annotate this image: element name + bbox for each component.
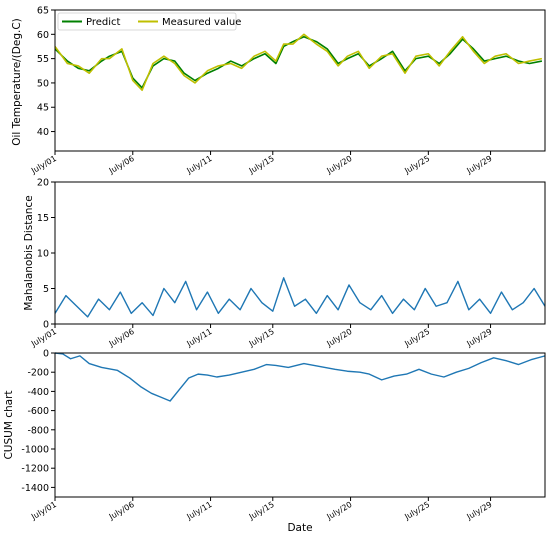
panel-cusum: 0 -200 -400 -600 -800 -1000 -1200 -1400 July/01… <box>3 349 546 534</box>
x-tick-label: July/15 <box>247 327 276 349</box>
x-tick-label: July/29 <box>465 154 494 176</box>
x-tick-label: July/15 <box>247 154 276 176</box>
x-ticks: July/01 July/06 July/11 July/15 July/20 July/… <box>29 151 494 176</box>
x-tick-label: July/20 <box>325 327 354 349</box>
legend: Predict Measured value <box>57 12 241 31</box>
y-tick-label: 45 <box>37 103 49 114</box>
x-tick-label: July/06 <box>107 327 136 349</box>
x-tick-label: July/06 <box>107 500 136 522</box>
series-line-1 <box>54 33 543 92</box>
x-tick-label: July/20 <box>325 154 354 176</box>
y-tick-label: 40 <box>37 127 49 138</box>
x-tick-label: July/06 <box>107 154 136 176</box>
y-tick-label: 0 <box>43 320 49 331</box>
mahalanobis-series <box>54 277 546 318</box>
y-tick-label: 65 <box>37 6 49 17</box>
y-tick-label: -1000 <box>21 445 49 456</box>
cusum-series <box>54 352 546 402</box>
y-tick-label: 60 <box>37 30 49 41</box>
y-ticks: 40 45 50 55 60 65 <box>37 6 55 138</box>
temperature-series <box>54 33 543 92</box>
y-tick-label: 5 <box>43 284 49 295</box>
y-ticks: 0 5 10 15 20 <box>37 178 55 331</box>
x-tick-label: July/11 <box>185 327 214 349</box>
x-tick-label: July/01 <box>29 154 58 176</box>
x-tick-label: July/29 <box>465 327 494 349</box>
y-tick-label: -600 <box>27 406 49 417</box>
panel-temperature: 40 45 50 55 60 65 July/01 July/06 July/11 July/1… <box>11 6 546 176</box>
y-tick-label: -1400 <box>21 483 49 494</box>
series-line-0 <box>54 35 543 89</box>
x-tick-label: July/20 <box>325 500 354 522</box>
y-axis-label: CUSUM chart <box>3 390 15 459</box>
x-tick-label: July/11 <box>185 154 214 176</box>
y-tick-label: 0 <box>43 349 49 360</box>
y-tick-label: 15 <box>37 213 49 224</box>
y-tick-label: 55 <box>37 54 49 65</box>
x-axis-label: Date <box>287 522 312 534</box>
y-axis-label: Oil Temperature/(Deg.C) <box>11 18 23 146</box>
x-ticks: July/01 July/06 July/11 July/15 July/20 July/… <box>29 497 494 522</box>
axes-frame <box>54 352 546 498</box>
legend-label-measured: Measured value <box>162 17 241 28</box>
y-tick-label: 20 <box>37 178 49 189</box>
series-line-0 <box>54 277 546 318</box>
y-tick-label: -200 <box>27 368 49 379</box>
x-tick-label: July/15 <box>247 500 276 522</box>
x-tick-label: July/25 <box>402 327 431 349</box>
y-tick-label: 10 <box>37 249 49 260</box>
x-tick-label: July/25 <box>402 500 431 522</box>
series-line-0 <box>54 352 546 402</box>
x-ticks: July/01 July/06 July/11 July/15 July/20 July/… <box>29 324 494 349</box>
y-tick-label: -1200 <box>21 464 49 475</box>
y-tick-label: -800 <box>27 425 49 436</box>
x-tick-label: July/01 <box>29 500 58 522</box>
y-tick-label: -400 <box>27 387 49 398</box>
legend-label-predict: Predict <box>86 17 121 28</box>
axes-frame <box>54 9 546 152</box>
y-tick-label: 50 <box>37 78 49 89</box>
x-tick-label: July/25 <box>402 154 431 176</box>
y-axis-label: Mahalanobis Distance <box>23 195 35 310</box>
x-tick-label: July/29 <box>465 500 494 522</box>
x-tick-label: July/11 <box>185 500 214 522</box>
y-ticks: 0 -200 -400 -600 -800 -1000 -1200 -1400 <box>21 349 55 494</box>
